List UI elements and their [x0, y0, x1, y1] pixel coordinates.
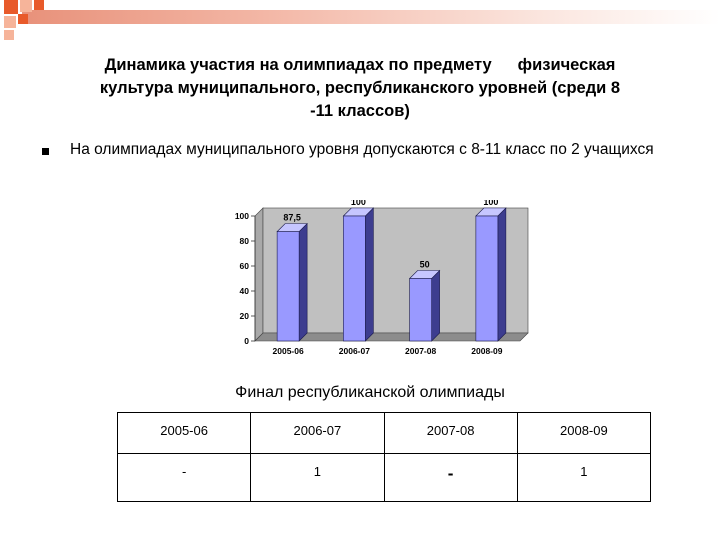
title-line3: -11 классов) [310, 102, 410, 120]
bar-side [431, 269, 440, 342]
bullet-text: На олимпиадах муниципального уровня допу… [70, 141, 654, 158]
y-tick-label: 100 [235, 211, 249, 221]
table-cell: - [383, 452, 518, 503]
bullet-square-icon [42, 148, 49, 155]
bar-value-label: 100 [351, 200, 366, 207]
bar-chart: 0 20 40 60 80 100 87,5 2005-06 100 2006-07 50 2007-… [235, 200, 529, 356]
chart-side-wall [254, 207, 264, 342]
table-cell: 1 [250, 452, 385, 503]
header-decoration-bar [22, 10, 720, 24]
y-tick-label: 60 [240, 261, 250, 271]
bar [409, 278, 432, 342]
slide-title: Динамика участия на олимпиадах по предме… [20, 54, 700, 123]
bar-side [298, 222, 308, 342]
bar-value-label: 100 [483, 200, 498, 207]
table-cell: 2008-09 [516, 412, 652, 454]
table-cell: 2005-06 [116, 412, 252, 454]
title-part1: Динамика участия на олимпиадах по предме… [104, 56, 492, 74]
x-tick-label: 2006-07 [339, 346, 370, 356]
table-cell: 2006-07 [250, 412, 385, 454]
table-cell: - [116, 452, 252, 503]
decor-square [20, 0, 32, 12]
decor-square [18, 14, 28, 24]
bar-value-label: 50 [420, 260, 430, 270]
y-tick-label: 0 [244, 336, 249, 346]
x-tick-label: 2007-08 [405, 346, 436, 356]
x-tick-label: 2005-06 [273, 346, 304, 356]
x-tick-label: 2008-09 [471, 346, 502, 356]
final-results-table: 2005-06 2006-07 2007-08 2008-09 - 1 - 1 [116, 412, 652, 503]
decor-square [4, 30, 14, 40]
y-tick-label: 20 [240, 311, 250, 321]
chart-caption: Финал республиканской олимпиады [235, 384, 505, 401]
table-cell: 1 [516, 452, 652, 503]
bar-value-label: 87,5 [283, 213, 301, 223]
bar [276, 231, 300, 342]
decor-square [34, 0, 44, 10]
bar [343, 215, 366, 342]
y-tick-label: 40 [240, 286, 250, 296]
table-row: - 1 - 1 [116, 452, 652, 503]
decor-square [4, 0, 18, 14]
title-line2: культура муниципального, республиканског… [99, 79, 621, 97]
title-part2: физическая [517, 56, 616, 74]
table-header-row: 2005-06 2006-07 2007-08 2008-09 [116, 412, 652, 454]
table-cell: 2007-08 [383, 412, 518, 454]
bar-side [497, 207, 507, 342]
y-tick-label: 80 [240, 236, 250, 246]
decor-square [4, 16, 16, 28]
bar-side [365, 207, 374, 342]
bar [475, 215, 499, 342]
